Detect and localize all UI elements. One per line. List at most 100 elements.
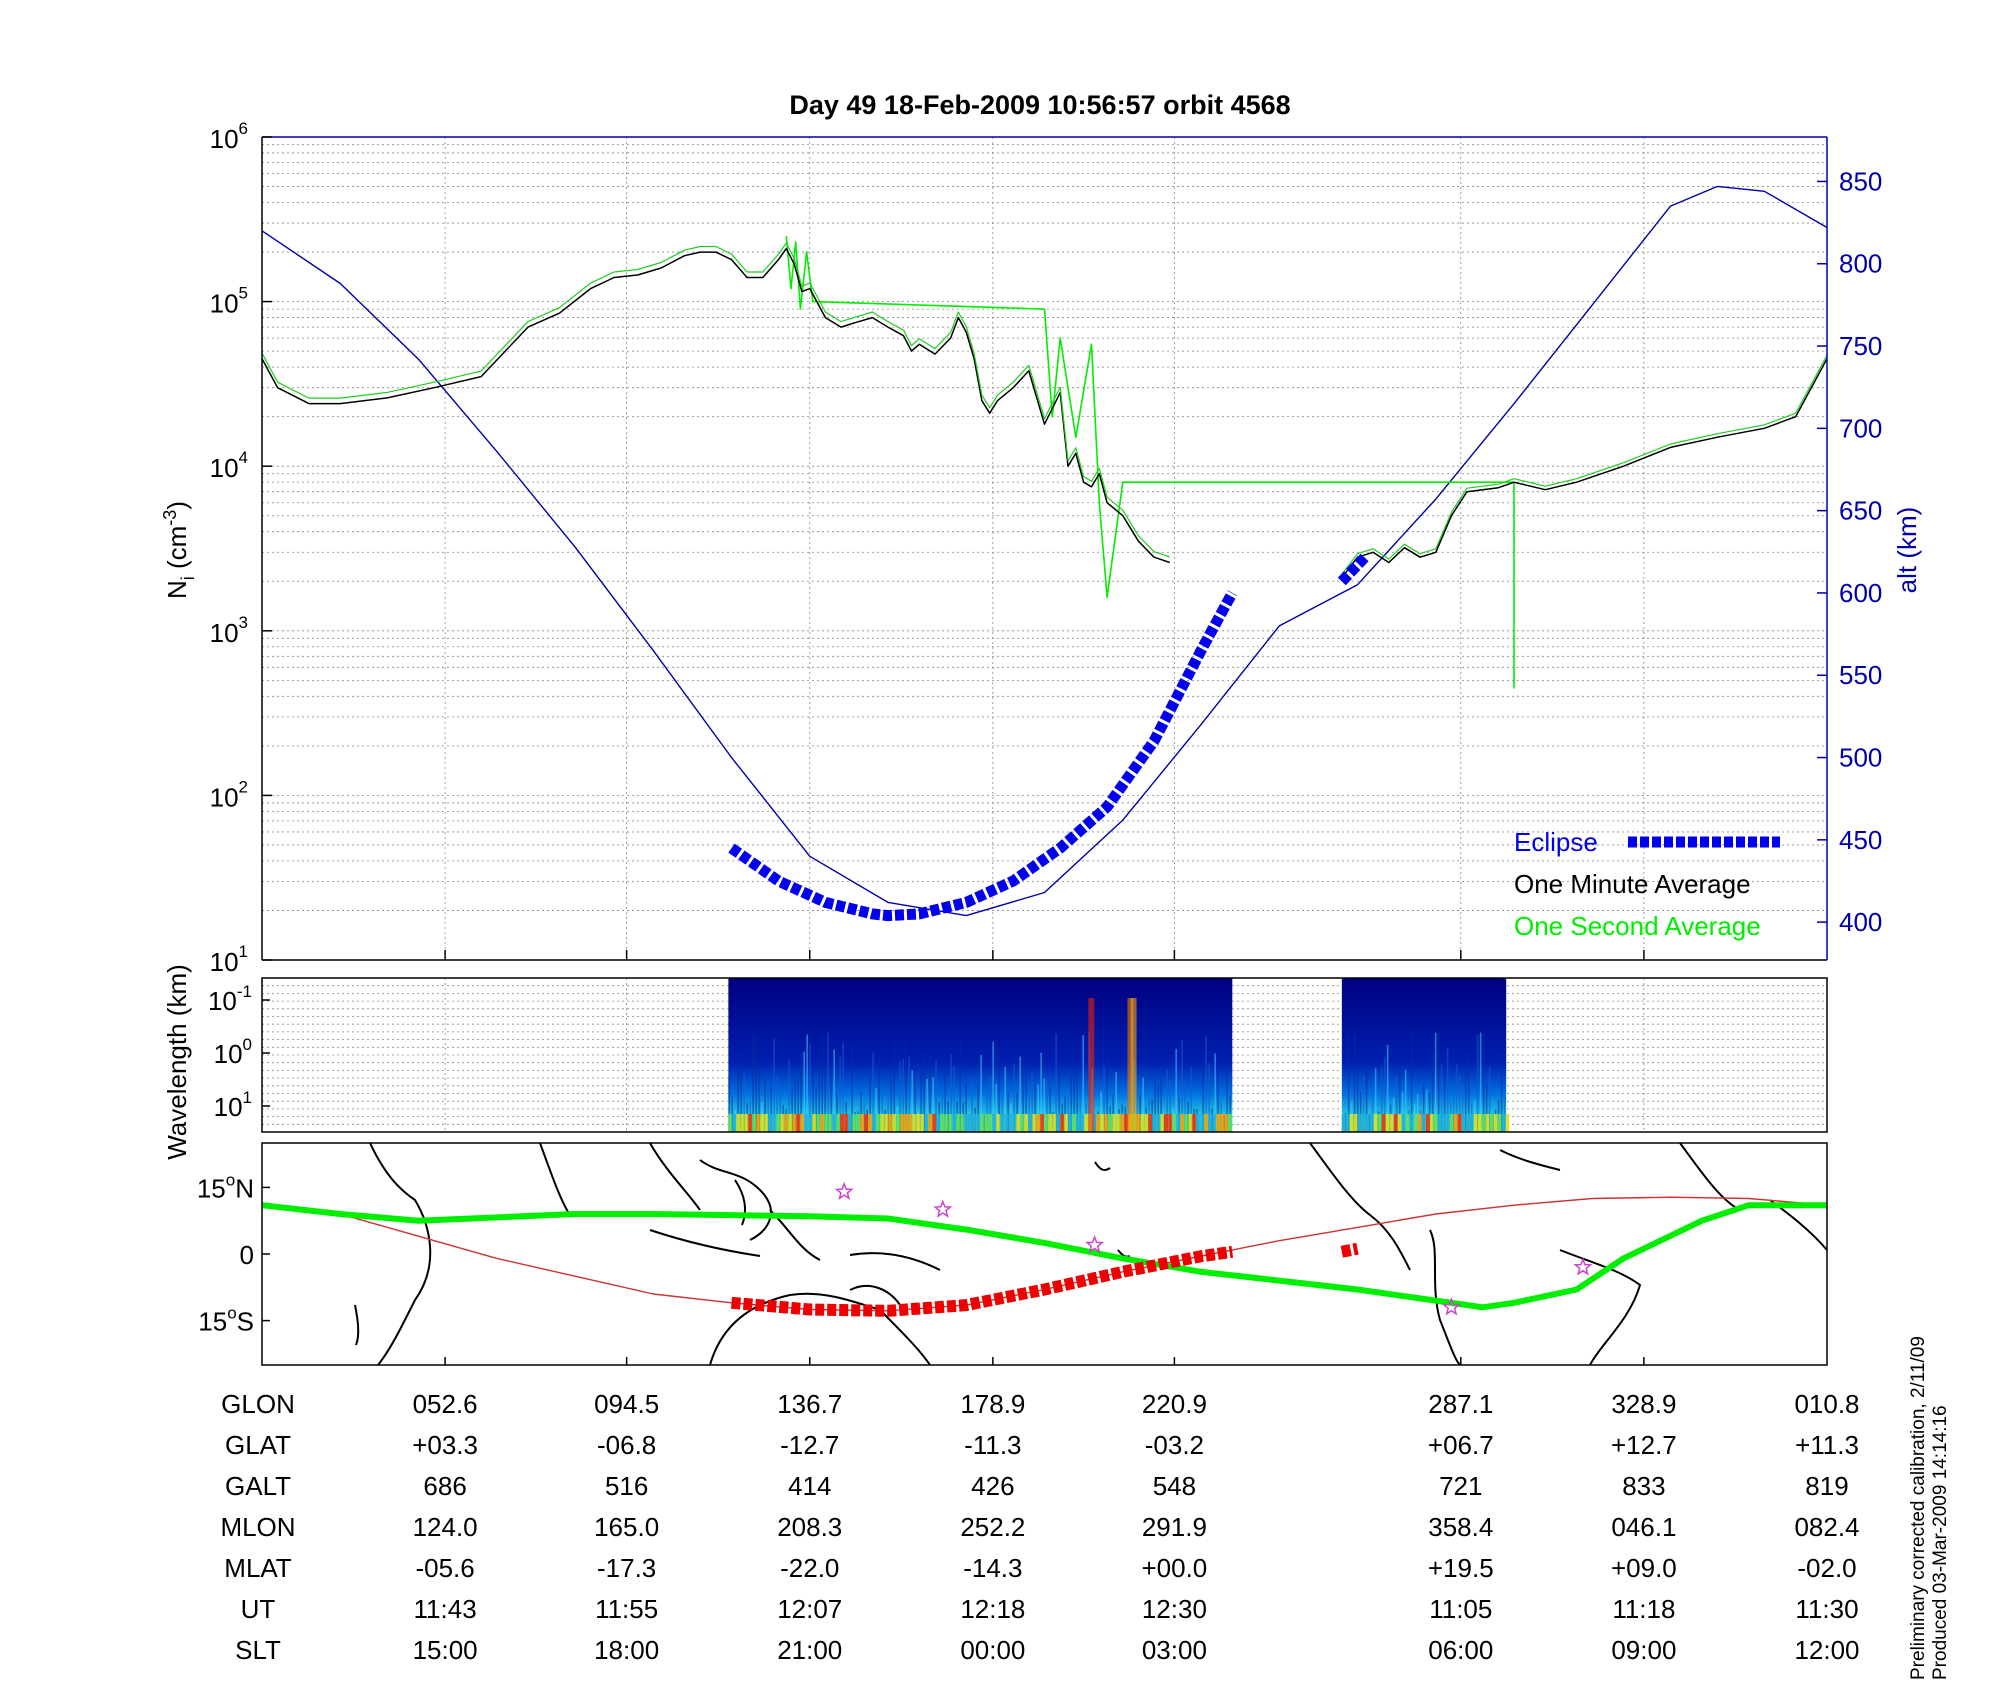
spectrogram-streak (1037, 1084, 1039, 1132)
spectrogram-streak (1043, 1078, 1045, 1132)
spectrogram-hotspot (1130, 998, 1137, 1132)
spectrogram-band (1437, 1114, 1442, 1132)
spectrogram-streak (1058, 1070, 1060, 1132)
spectrogram-band (728, 1114, 732, 1132)
spectrogram-streak (827, 1032, 829, 1132)
spectrogram-streak (905, 1041, 907, 1132)
spectrogram-streak (950, 1053, 952, 1132)
spectrogram-streak (944, 1073, 946, 1132)
spectrogram-streak (1076, 1064, 1078, 1132)
spectrogram-streak (1443, 1051, 1446, 1132)
spectrogram-band (1216, 1114, 1220, 1132)
spectrogram-streak (878, 1055, 880, 1132)
table-cell: -12.7 (780, 1430, 839, 1460)
spectrogram-band (1196, 1114, 1200, 1132)
spectrogram-band (1060, 1114, 1064, 1132)
spectrogram-streak (821, 1035, 823, 1132)
spectrogram-streak (1503, 1094, 1506, 1132)
spectrogram-band (752, 1114, 756, 1132)
table-row: GLON 052.6 094.5 136.7 178.9 220.9 287.1 328.9 0… (221, 1389, 1859, 1419)
spectrogram-band (896, 1114, 900, 1132)
spectrogram-streak (1461, 1084, 1464, 1132)
spectrogram-streak (986, 1087, 988, 1132)
table-cell: 18:00 (594, 1635, 659, 1665)
spectrogram-streak (893, 1039, 895, 1132)
table-cell: 11:18 (1612, 1594, 1675, 1624)
spectrogram-streak (1100, 1091, 1102, 1132)
star-marker (1441, 1297, 1462, 1316)
spectrogram-band (1008, 1114, 1012, 1132)
spectrogram-streak (1488, 1066, 1491, 1132)
table-row-label: SLT (235, 1635, 281, 1665)
table-row-label: UT (241, 1594, 276, 1624)
spectrogram-y-tick-label: 100 (214, 1035, 252, 1069)
spectrogram-band (1032, 1114, 1036, 1132)
spectrogram-frame (261, 977, 1828, 1133)
spectrogram-streak (1217, 1061, 1219, 1132)
table-cell: 00:00 (960, 1635, 1025, 1665)
spectrogram-streak (1482, 1033, 1485, 1132)
spectrogram-streak (1025, 1069, 1027, 1132)
one-second-average-trace (261, 242, 1170, 558)
spectrogram-hotspot (1088, 998, 1095, 1132)
spectrogram-streak (1440, 1063, 1443, 1132)
spectrogram-band (920, 1114, 924, 1132)
spectrogram-streak (1112, 1094, 1114, 1132)
spectrogram-streak (932, 1077, 934, 1132)
spectrogram-streak (1362, 1075, 1365, 1132)
density-y-tick-label: 103 (210, 613, 248, 648)
table-cell: 11:05 (1429, 1594, 1492, 1624)
footnote-line2: Produced 03-Mar-2009 14:14:16 (1930, 1405, 1951, 1680)
spectrogram-streak (860, 1091, 862, 1132)
spectrogram-streak (1479, 1032, 1482, 1132)
table-cell: 06:00 (1428, 1635, 1493, 1665)
table-row: SLT 15:00 18:00 21:00 00:00 03:00 06:00 09:00 12… (235, 1635, 1859, 1665)
spectrogram-streak (902, 1059, 904, 1132)
spectrogram-streak (839, 1056, 841, 1132)
table-cell: 010.8 (1794, 1389, 1859, 1419)
table-row-label: GLON (221, 1389, 295, 1419)
spectrogram-streak (881, 1086, 883, 1132)
spectrogram-band (1473, 1114, 1478, 1132)
altitude-y-tick-label: 550 (1839, 660, 1882, 690)
spectrogram-streak (800, 1053, 802, 1132)
altitude-line (261, 185, 1828, 917)
spectrogram-streak (1404, 1069, 1407, 1132)
spectrogram-band (1373, 1114, 1378, 1132)
table-cell: -17.3 (597, 1553, 656, 1583)
spectrogram-band (768, 1114, 772, 1132)
spectrogram-band (1056, 1114, 1060, 1132)
spectrogram-streak (953, 1065, 955, 1132)
spectrogram-band (1036, 1114, 1040, 1132)
spectrogram-band (1028, 1114, 1032, 1132)
spectrogram-band (1401, 1114, 1406, 1132)
table-row-label: MLON (220, 1512, 295, 1542)
table-cell: 165.0 (594, 1512, 659, 1542)
table-row-label: GALT (225, 1471, 291, 1501)
spectrogram-band (992, 1114, 996, 1132)
spectrogram-band (1489, 1114, 1494, 1132)
spectrogram-streak (899, 1060, 901, 1132)
spectrogram-band (1445, 1114, 1450, 1132)
spectrogram-streak (1485, 1083, 1488, 1132)
spectrogram-streak (770, 1086, 772, 1132)
table-cell: 11:30 (1795, 1594, 1858, 1624)
spectrogram-streak (1422, 1083, 1425, 1132)
spectrogram-band (1417, 1114, 1422, 1132)
spectrogram-band (1200, 1114, 1204, 1132)
spectrogram-streak (1040, 1052, 1042, 1132)
spectrogram-streak (1166, 1070, 1168, 1132)
spectrogram-streak (1359, 1091, 1362, 1132)
spectrogram-streak (1154, 1078, 1156, 1132)
spectrogram-streak (1467, 1050, 1470, 1132)
altitude-y-tick-label: 600 (1839, 578, 1882, 608)
spectrogram-band (1048, 1114, 1052, 1132)
table-cell: 358.4 (1428, 1512, 1493, 1542)
spectrogram-band (1505, 1114, 1510, 1132)
spectrogram-streak (1437, 1032, 1440, 1132)
spectrogram-band (876, 1114, 880, 1132)
spectrogram-streak (1202, 1063, 1204, 1132)
spectrogram-streak (1139, 1094, 1141, 1132)
table-cell: 414 (788, 1471, 831, 1501)
spectrogram-band (1204, 1114, 1208, 1132)
